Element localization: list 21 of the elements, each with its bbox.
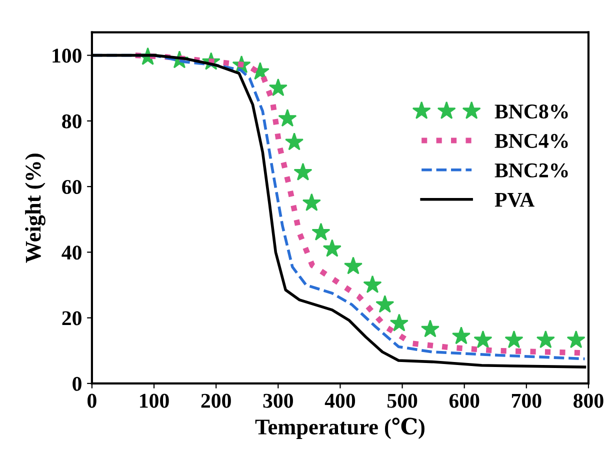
x-tick-label: 200 xyxy=(201,394,231,408)
y-tick-label: 20 xyxy=(62,311,82,326)
legend-label: BNC4% xyxy=(494,134,568,148)
y-axis-title: Weight (%) xyxy=(25,154,46,263)
x-axis-title: Temperature (℃) xyxy=(255,418,424,440)
y-tick-label: 100 xyxy=(52,48,82,63)
legend-label: BNC8% xyxy=(494,104,568,119)
y-tick-label: 40 xyxy=(62,246,82,260)
legend-label: PVA xyxy=(494,192,534,207)
x-tick-label: 300 xyxy=(263,394,293,408)
x-tick-label: 800 xyxy=(574,394,604,408)
legend-label: BNC2% xyxy=(494,163,568,178)
x-tick-label: 0 xyxy=(88,394,96,408)
x-tick-label: 400 xyxy=(324,394,356,408)
y-tick-label: 60 xyxy=(62,180,82,194)
x-tick-label: 700 xyxy=(512,394,542,408)
x-tick-label: 600 xyxy=(449,394,480,408)
y-tick-label: 80 xyxy=(62,114,82,128)
x-tick-label: 500 xyxy=(387,394,418,408)
x-tick-label: 100 xyxy=(140,394,169,408)
y-tick-label: 0 xyxy=(72,376,82,391)
